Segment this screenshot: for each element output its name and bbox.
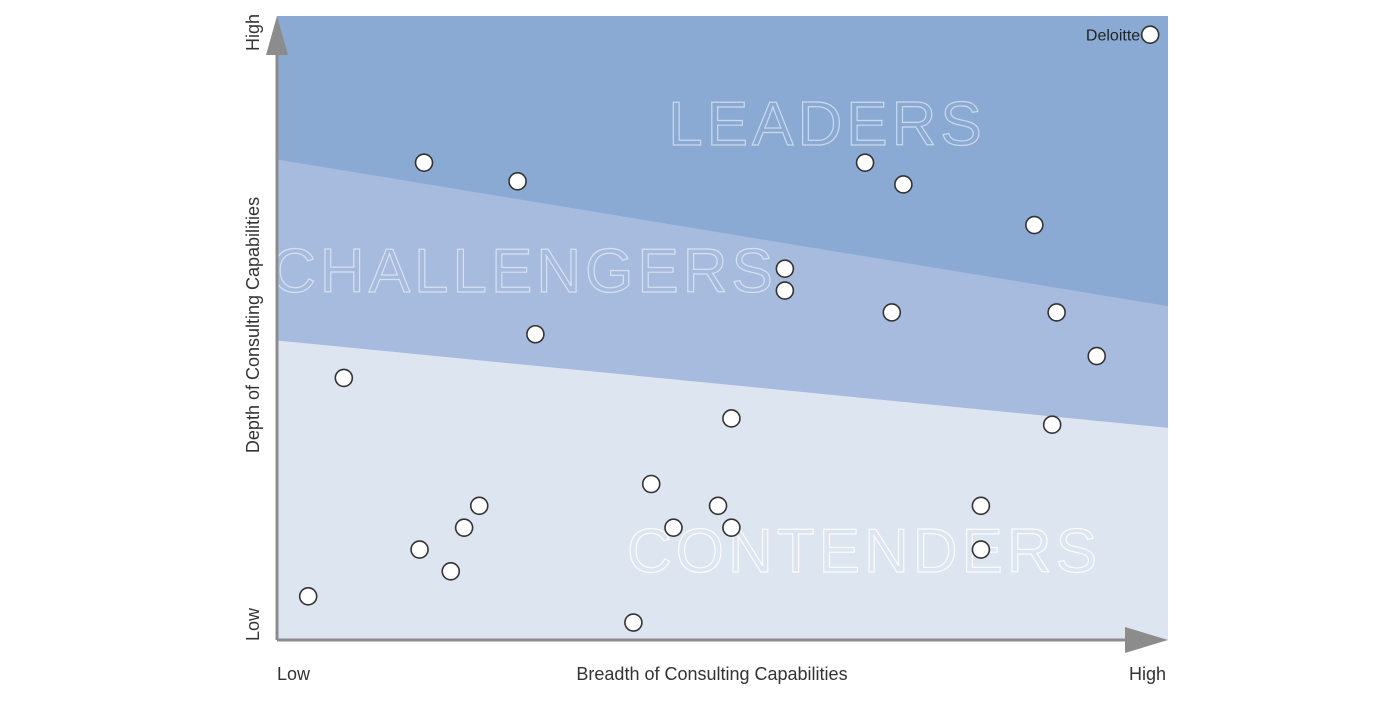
data-point (708, 496, 728, 516)
data-point (971, 496, 991, 516)
x-axis-arrow (1125, 627, 1168, 653)
data-point (410, 540, 429, 559)
data-point (775, 281, 795, 300)
y-axis-arrow (266, 16, 288, 55)
data-point (855, 153, 875, 172)
data-point (624, 613, 643, 632)
x-tick-high: High (1129, 664, 1166, 684)
data-point (894, 175, 913, 194)
data-point (882, 303, 902, 322)
axes-layer (266, 16, 1168, 653)
data-point (508, 172, 527, 191)
data-point (1087, 346, 1107, 366)
data-point (334, 368, 354, 388)
data-point (775, 259, 795, 279)
y-axis-title: Depth of Consulting Capabilities (243, 197, 263, 453)
data-point (971, 540, 991, 559)
data-point (414, 153, 434, 172)
data-point (454, 518, 474, 537)
data-point (722, 518, 741, 537)
zone-labels-layer: CONTENDERS CHALLENGERS LEADERS (271, 89, 1101, 586)
x-tick-low: Low (277, 664, 311, 684)
zone-label-challengers: CHALLENGERS (271, 237, 777, 306)
data-point (1042, 415, 1062, 435)
data-point-deloitte (1140, 25, 1160, 45)
data-point (1047, 303, 1066, 322)
data-point (722, 409, 741, 428)
data-point (526, 324, 545, 344)
data-point (298, 587, 318, 606)
data-point (1025, 215, 1044, 235)
y-tick-low: Low (243, 607, 263, 641)
data-point (441, 562, 461, 581)
zones-layer (277, 16, 1168, 640)
data-point (664, 518, 683, 537)
x-axis-title: Breadth of Consulting Capabilities (576, 664, 847, 684)
zone-label-contenders: CONTENDERS (627, 517, 1101, 586)
y-tick-high: High (243, 14, 263, 51)
axis-text-layer: Low High Breadth of Consulting Capabilit… (243, 14, 1166, 684)
point-label-deloitte: Deloitte (1086, 28, 1140, 45)
data-point (641, 474, 661, 494)
zone-label-leaders: LEADERS (668, 90, 985, 159)
zone-contenders (277, 340, 1168, 640)
data-point (469, 496, 489, 516)
points-layer: Deloitte (298, 25, 1160, 632)
